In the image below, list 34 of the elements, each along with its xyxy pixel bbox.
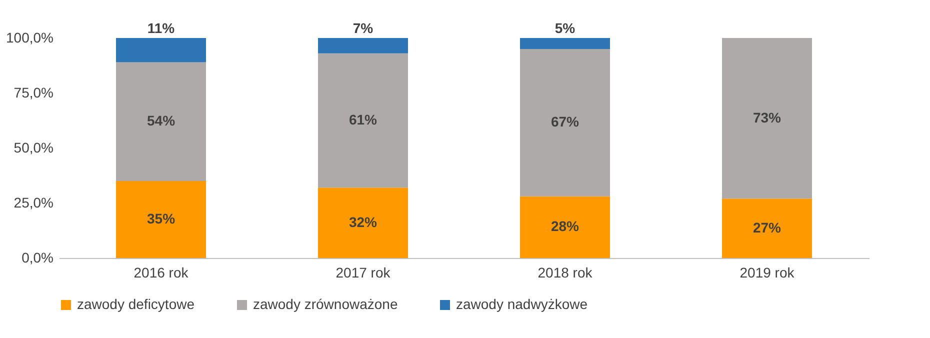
bar	[318, 38, 408, 54]
data-label: 32%	[348, 214, 378, 230]
x-tick-label: 2019 rok	[740, 264, 796, 280]
bar	[318, 53, 408, 188]
y-tick-label: 25,0%	[14, 194, 54, 210]
x-tick-label: 2016 rok	[134, 264, 190, 280]
data-label: 73%	[752, 109, 782, 126]
data-label: 67%	[550, 114, 580, 130]
data-label: 35%	[146, 210, 176, 226]
bar	[318, 188, 408, 258]
data-label: 7%	[352, 20, 374, 36]
data-label: 27%	[752, 219, 782, 236]
data-label: 54%	[146, 112, 176, 129]
bar	[520, 196, 610, 258]
bar	[722, 38, 812, 199]
bar	[722, 198, 812, 258]
y-tick-label: 75,0%	[14, 84, 54, 100]
data-label: 61%	[348, 112, 378, 128]
bar	[520, 49, 610, 196]
legend-label: zawody zrównoważone	[253, 296, 398, 312]
data-label: 5%	[554, 20, 576, 36]
data-label: 28%	[550, 218, 580, 234]
y-tick-label: 50,0%	[14, 140, 54, 156]
bar	[116, 62, 206, 181]
x-tick-label: 2017 rok	[336, 264, 392, 280]
legend-label: zawody deficytowe	[77, 296, 195, 312]
data-label: 11%	[147, 20, 176, 36]
y-tick-label: 100,0%	[6, 30, 54, 46]
bar	[116, 38, 206, 62]
bar	[116, 181, 206, 258]
legend-label: zawody nadwyżkowe	[456, 296, 588, 312]
bar	[520, 38, 610, 49]
x-tick-label: 2018 rok	[538, 264, 594, 280]
y-tick-label: 0,0%	[22, 250, 54, 266]
